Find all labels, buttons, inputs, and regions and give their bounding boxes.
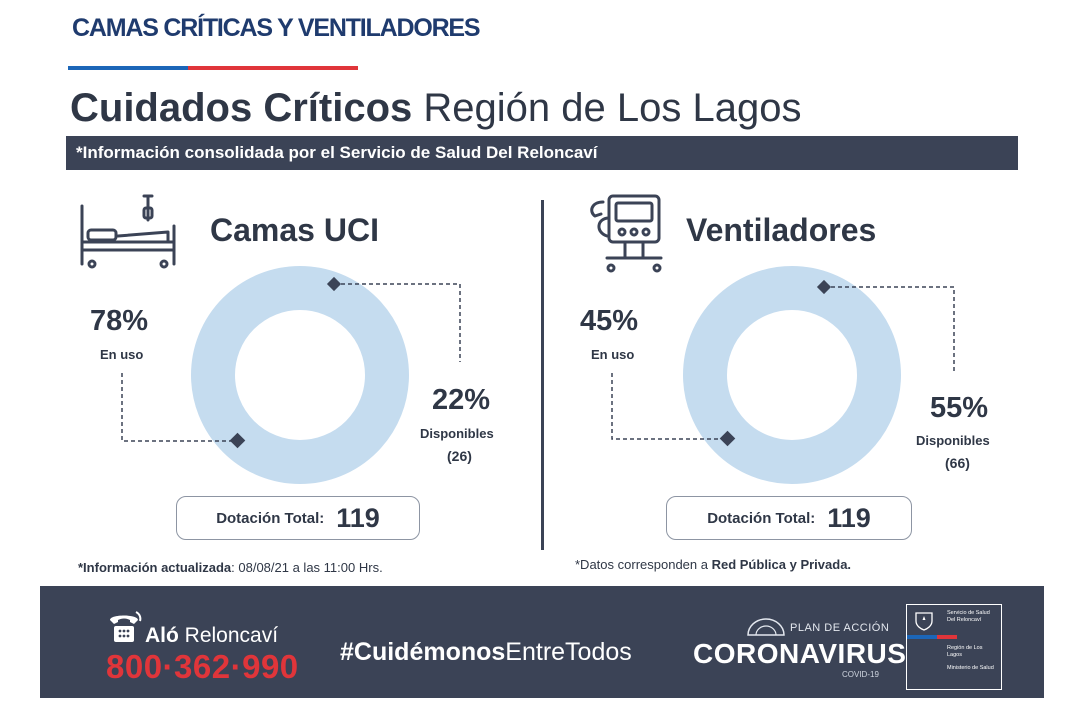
camas-donut bbox=[191, 266, 409, 484]
hospital-bed-icon bbox=[80, 194, 176, 269]
alo-reloncavi-label: Aló Reloncaví bbox=[145, 624, 278, 648]
ventiladores-donut bbox=[683, 266, 901, 484]
section-divider bbox=[541, 200, 544, 550]
plan-de-accion: PLAN DE ACCIÓN bbox=[790, 622, 890, 634]
ventiladores-available-label: Disponibles bbox=[916, 433, 990, 448]
info-bar: *Información consolidada por el Servicio… bbox=[66, 136, 1018, 170]
ventiladores-available-percent: 55% bbox=[930, 392, 989, 424]
ventiladores-available-slice bbox=[683, 266, 901, 484]
seal-region: Región de Los Lagos bbox=[947, 645, 983, 658]
seal-stripe-blue bbox=[907, 635, 937, 639]
camas-available-label: Disponibles bbox=[420, 426, 494, 441]
seal-service-name: Servicio de Salud Del Reloncaví bbox=[947, 610, 990, 623]
ventiladores-in-use-percent: 45% bbox=[580, 305, 639, 337]
camas-total-value: 119 bbox=[336, 502, 380, 533]
top-title: CAMAS CRÍTICAS Y VENTILADORES bbox=[72, 14, 481, 42]
camas-total-box: Dotación Total: 119 bbox=[176, 496, 420, 540]
hashtag: #CuidémonosEntreTodos bbox=[340, 638, 632, 667]
data-source-note-prefix: *Datos corresponden a bbox=[575, 557, 712, 572]
ventiladores-in-use-label: En uso bbox=[591, 347, 635, 362]
headline-light: Región de Los Lagos bbox=[423, 86, 802, 130]
ventiladores-available-count: (66) bbox=[945, 455, 970, 471]
telephone-icon bbox=[110, 611, 142, 642]
seal-ministry: Ministerio de Salud bbox=[947, 665, 994, 671]
update-note-bold: *Información actualizada bbox=[78, 560, 232, 575]
data-source-note: *Datos corresponden a Red Pública y Priv… bbox=[575, 557, 851, 572]
dome-icon bbox=[747, 618, 785, 636]
hashtag-bold: #Cuidémonos bbox=[340, 638, 506, 666]
alo-label-rest: Reloncaví bbox=[178, 624, 279, 647]
data-source-note-bold: Red Pública y Privada. bbox=[711, 557, 852, 572]
camas-in-use-percent: 78% bbox=[90, 305, 149, 337]
camas-available-percent: 22% bbox=[432, 384, 491, 416]
camas-in-use-label: En uso bbox=[100, 347, 144, 362]
camas-title: Camas UCI bbox=[210, 212, 379, 248]
ventiladores-leaders bbox=[611, 279, 955, 447]
headline: Cuidados Críticos Región de Los Lagos bbox=[70, 86, 801, 131]
title-rule-red bbox=[188, 66, 358, 70]
update-note-date: : 08/08/21 a las 11:00 Hrs. bbox=[231, 560, 383, 575]
coronavirus-wordmark: CORONAVIRUS bbox=[693, 638, 907, 669]
seal-stripe-red bbox=[937, 635, 957, 639]
ventiladores-total-value: 119 bbox=[827, 502, 871, 533]
ministry-seal: Servicio de Salud Del Reloncaví Región d… bbox=[906, 604, 1002, 690]
camas-leaders bbox=[121, 276, 461, 449]
ventilator-icon bbox=[590, 194, 663, 273]
camas-total-label: Dotación Total: bbox=[216, 509, 325, 527]
ventiladores-title: Ventiladores bbox=[686, 212, 877, 248]
alo-label-bold: Aló bbox=[145, 624, 179, 647]
camas-available-slice bbox=[191, 266, 409, 484]
phone-number: 800·362·990 bbox=[106, 648, 299, 685]
camas-available-count: (26) bbox=[447, 448, 472, 464]
chile-coat-of-arms-icon bbox=[915, 612, 933, 631]
title-rule-blue bbox=[68, 66, 188, 70]
covid-label: COVID-19 bbox=[842, 670, 879, 679]
ventiladores-total-box: Dotación Total: 119 bbox=[666, 496, 912, 540]
ventiladores-total-label: Dotación Total: bbox=[707, 509, 816, 527]
update-note: *Información actualizada: 08/08/21 a las… bbox=[78, 560, 383, 575]
hashtag-rest: EntreTodos bbox=[505, 638, 632, 666]
headline-bold: Cuidados Críticos bbox=[70, 86, 413, 130]
footer-banner bbox=[40, 586, 1044, 698]
